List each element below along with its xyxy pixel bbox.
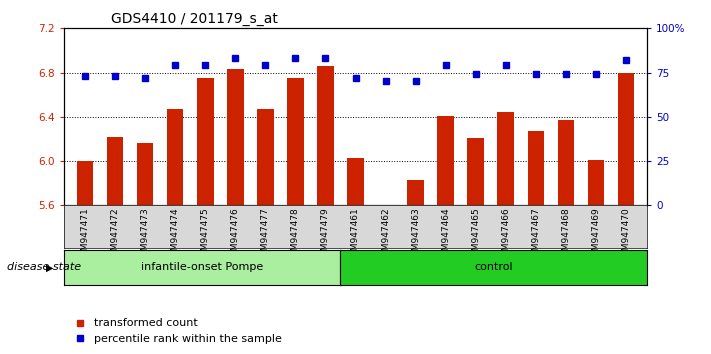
Bar bbox=[528, 131, 544, 205]
Text: disease state: disease state bbox=[7, 262, 81, 272]
Text: GSM947476: GSM947476 bbox=[231, 207, 240, 262]
Text: GSM947465: GSM947465 bbox=[471, 207, 480, 262]
Bar bbox=[407, 180, 424, 205]
Bar bbox=[227, 69, 244, 205]
Text: GSM947471: GSM947471 bbox=[80, 207, 90, 262]
Bar bbox=[257, 109, 274, 205]
Bar bbox=[317, 66, 333, 205]
Text: GSM947477: GSM947477 bbox=[261, 207, 270, 262]
Legend: transformed count, percentile rank within the sample: transformed count, percentile rank withi… bbox=[70, 314, 287, 348]
Text: GSM947478: GSM947478 bbox=[291, 207, 300, 262]
Bar bbox=[498, 113, 514, 205]
Text: infantile-onset Pompe: infantile-onset Pompe bbox=[141, 262, 263, 272]
Bar bbox=[137, 143, 154, 205]
Text: GSM947463: GSM947463 bbox=[411, 207, 420, 262]
Bar bbox=[557, 120, 574, 205]
Text: GSM947475: GSM947475 bbox=[201, 207, 210, 262]
Text: GSM947461: GSM947461 bbox=[351, 207, 360, 262]
Text: GSM947473: GSM947473 bbox=[141, 207, 149, 262]
Bar bbox=[437, 116, 454, 205]
Text: GSM947479: GSM947479 bbox=[321, 207, 330, 262]
Bar bbox=[107, 137, 123, 205]
Bar bbox=[618, 73, 634, 205]
Bar bbox=[347, 158, 364, 205]
Text: GSM947472: GSM947472 bbox=[111, 207, 119, 262]
Bar bbox=[467, 138, 484, 205]
Text: GSM947470: GSM947470 bbox=[621, 207, 631, 262]
Text: control: control bbox=[474, 262, 513, 272]
Text: GSM947474: GSM947474 bbox=[171, 207, 180, 262]
Bar bbox=[588, 160, 604, 205]
Bar bbox=[197, 78, 213, 205]
Text: ▶: ▶ bbox=[46, 262, 53, 272]
Text: GSM947466: GSM947466 bbox=[501, 207, 510, 262]
Text: GSM947467: GSM947467 bbox=[531, 207, 540, 262]
Bar bbox=[378, 205, 394, 212]
Text: GSM947468: GSM947468 bbox=[562, 207, 570, 262]
Text: GSM947469: GSM947469 bbox=[592, 207, 600, 262]
Bar bbox=[287, 78, 304, 205]
Bar bbox=[77, 161, 93, 205]
Text: GDS4410 / 201179_s_at: GDS4410 / 201179_s_at bbox=[111, 12, 277, 26]
Bar bbox=[167, 109, 183, 205]
Text: GSM947464: GSM947464 bbox=[441, 207, 450, 262]
Text: GSM947462: GSM947462 bbox=[381, 207, 390, 262]
